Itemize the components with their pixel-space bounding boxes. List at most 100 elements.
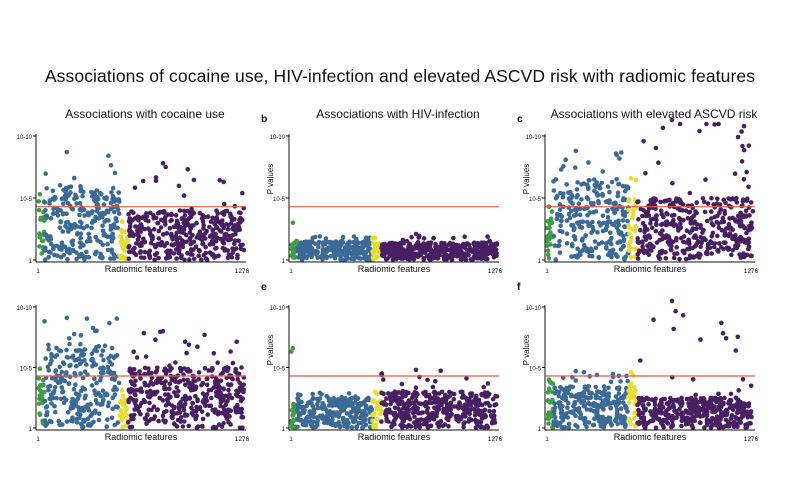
data-point-blue (578, 391, 584, 397)
data-point-blue (43, 207, 48, 213)
data-point-purple (705, 400, 710, 405)
data-point-blue (338, 402, 344, 407)
data-point-purple (156, 236, 162, 241)
data-point-blue (596, 199, 601, 204)
data-point-blue (48, 396, 54, 402)
data-point-blue-peak (573, 368, 579, 374)
data-point-blue (363, 250, 369, 255)
data-point-blue (340, 406, 345, 411)
data-point-green (37, 244, 42, 249)
data-point-purple (438, 368, 444, 374)
data-point-purple (454, 253, 460, 259)
data-point-blue (555, 422, 560, 428)
data-point-blue (109, 236, 115, 241)
data-point-blue (554, 216, 560, 222)
data-point-blue (101, 370, 106, 376)
data-point-purple (741, 147, 747, 153)
data-point-purple (401, 402, 407, 408)
data-point-blue (334, 247, 339, 252)
data-point-purple (444, 403, 450, 409)
data-point-blue (556, 389, 562, 395)
data-point-purple (139, 389, 145, 394)
data-point-purple (233, 407, 238, 413)
data-point-purple (206, 403, 212, 409)
data-point-purple (489, 248, 495, 254)
x-tick-label: 1276 (488, 268, 503, 275)
data-point-purple (740, 406, 746, 412)
data-point-purple (727, 397, 733, 403)
data-point-green-peak (290, 345, 296, 351)
data-point-blue (595, 230, 600, 235)
data-point-purple (158, 242, 163, 248)
data-point-purple (734, 416, 740, 421)
data-point-blue (89, 211, 94, 216)
data-point-blue (84, 362, 89, 367)
data-point-purple (492, 417, 497, 423)
data-point-purple (155, 220, 161, 226)
data-point-blue (70, 247, 76, 253)
data-point-purple (746, 246, 751, 252)
data-point-purple (723, 200, 728, 206)
data-point-blue (364, 257, 370, 263)
data-point-purple (169, 414, 175, 420)
data-point-purple (476, 249, 482, 255)
data-point-purple (173, 379, 178, 385)
data-point-purple (730, 248, 735, 253)
data-point-purple (454, 246, 459, 252)
data-point-purple (187, 380, 193, 386)
data-point-blue (588, 407, 594, 413)
data-point-blue (111, 370, 117, 376)
data-point-purple (182, 217, 188, 223)
data-point-purple (189, 240, 195, 246)
data-point-purple-peak (669, 117, 675, 123)
data-point-purple (441, 410, 446, 415)
data-point-purple (665, 416, 670, 421)
data-point-yellow (122, 239, 128, 244)
data-point-blue (85, 210, 91, 215)
y-tick-label: 1 (282, 427, 286, 433)
data-point-purple (163, 379, 168, 384)
data-point-blue (565, 405, 570, 410)
data-point-purple (184, 368, 190, 374)
data-point-purple (676, 215, 682, 221)
data-point-blue (365, 243, 371, 249)
panel-letter: c (517, 113, 523, 125)
data-point-purple (704, 422, 710, 428)
data-point-blue (558, 218, 564, 223)
data-point-blue (593, 209, 599, 214)
data-point-purple (735, 134, 741, 140)
data-point-purple (156, 228, 162, 234)
data-point-purple (460, 256, 466, 261)
data-point-purple (489, 243, 494, 248)
data-point-purple (176, 183, 182, 189)
data-point-blue (64, 347, 69, 353)
data-point-blue (618, 247, 624, 252)
data-point-purple (449, 246, 454, 251)
data-point-blue (577, 212, 583, 218)
data-point-blue (617, 156, 622, 161)
data-point-purple (413, 385, 419, 391)
data-point-purple (651, 244, 656, 249)
data-point-yellow (375, 416, 380, 422)
data-point-blue (100, 228, 106, 234)
data-point-blue (306, 400, 311, 406)
data-point-blue (345, 399, 351, 405)
data-point-green (41, 389, 47, 395)
data-point-blue (594, 190, 599, 196)
data-point-purple (196, 406, 202, 412)
data-point-purple (132, 398, 137, 403)
data-point-purple (743, 425, 748, 430)
data-point-blue (590, 402, 596, 408)
data-point-blue (78, 341, 83, 347)
data-point-purple (640, 402, 646, 408)
data-point-purple (414, 409, 420, 415)
data-point-blue (558, 223, 563, 228)
data-point-purple (709, 251, 714, 256)
data-point-purple (213, 376, 219, 381)
data-point-purple (685, 215, 691, 221)
data-point-purple (193, 393, 198, 399)
data-point-blue (575, 246, 580, 251)
data-point-purple (229, 395, 235, 401)
data-point-blue (345, 256, 350, 261)
